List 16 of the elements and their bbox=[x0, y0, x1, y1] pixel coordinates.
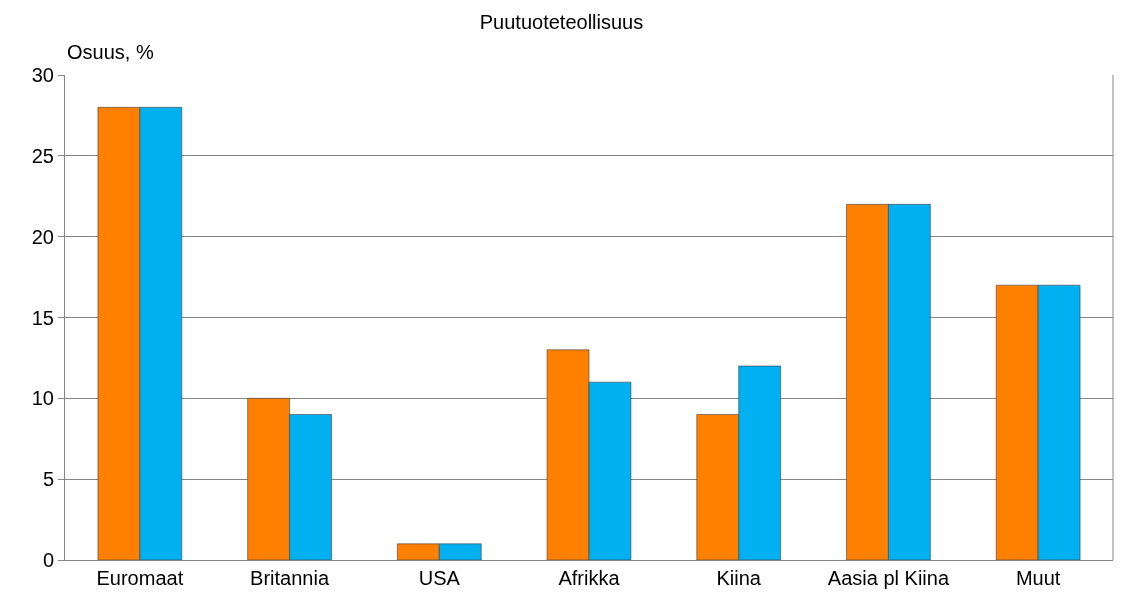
y-tick-label: 5 bbox=[42, 468, 54, 491]
chart-title: Puutuoteteollisuus bbox=[479, 11, 644, 34]
y-tick-label: 10 bbox=[31, 387, 54, 410]
x-tick-label: Aasia pl Kiina bbox=[827, 567, 950, 589]
x-tick-label: Kiina bbox=[716, 567, 762, 589]
y-tick-label: 30 bbox=[31, 64, 54, 86]
x-tick-label: USA bbox=[418, 567, 461, 589]
y-tick-label: 0 bbox=[42, 549, 54, 571]
x-tick-label: Afrikka bbox=[558, 567, 621, 589]
y-tick-label: 25 bbox=[31, 144, 54, 167]
x-tick-label: Muut bbox=[1015, 567, 1061, 589]
x-tick-label: Britannia bbox=[250, 567, 330, 589]
y-tick-label: 20 bbox=[31, 225, 54, 248]
y-tick-label: 15 bbox=[31, 306, 54, 329]
x-tick-label: Euromaat bbox=[96, 567, 184, 589]
y-axis-title: Osuus, % bbox=[67, 41, 154, 63]
